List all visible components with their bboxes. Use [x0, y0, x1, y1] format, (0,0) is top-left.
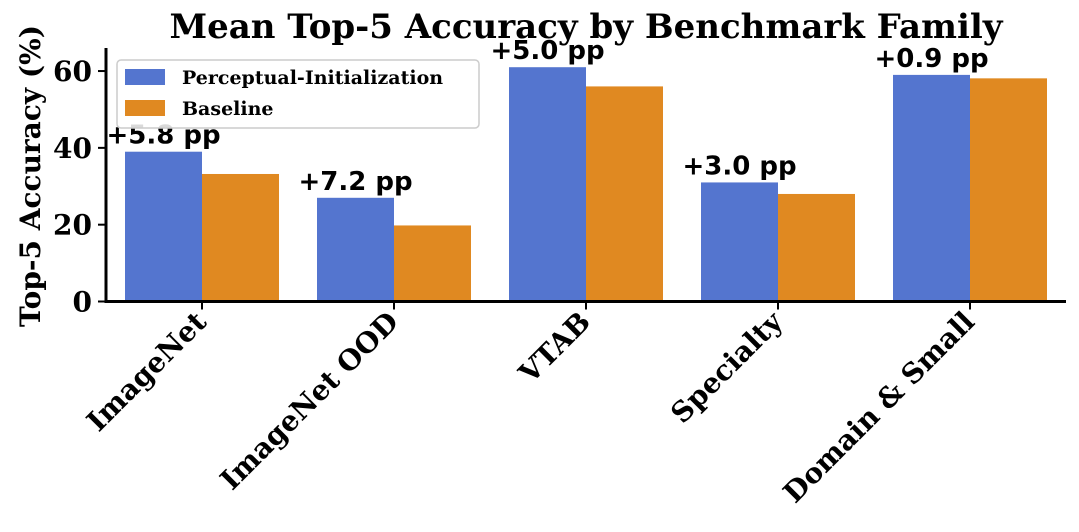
annotation-specialty: +3.0 pp	[682, 151, 796, 181]
bar-perceptual-initialization-vtab	[509, 67, 586, 302]
chart-title: Mean Top-5 Accuracy by Benchmark Family	[169, 7, 1003, 47]
y-ticks-layer: 0 20 40 60	[53, 55, 106, 319]
bars-layer	[125, 67, 1047, 302]
y-tick-label-60: 60	[53, 55, 92, 88]
x-tick-label-vtab: VTAB	[512, 305, 597, 390]
bar-baseline-imagenet-ood	[394, 225, 471, 302]
bar-perceptual-initialization-imagenet-ood	[317, 197, 394, 302]
bar-perceptual-initialization-imagenet	[125, 151, 202, 302]
x-tick-label-imagenet-ood: ImageNet OOD	[214, 305, 405, 496]
legend-swatch-perceptual-initialization	[125, 69, 165, 85]
bar-perceptual-initialization-domain-and-small	[893, 74, 970, 302]
bar-perceptual-initialization-specialty	[701, 182, 778, 302]
bar-baseline-specialty	[778, 193, 855, 302]
x-tick-label-domain-and-small: Domain & Small	[777, 305, 981, 509]
bar-baseline-imagenet	[202, 173, 279, 302]
y-axis-label: Top-5 Accuracy (%)	[14, 25, 47, 327]
x-tick-label-specialty: Specialty	[664, 305, 789, 430]
legend-label-perceptual-initialization: Perceptual-Initialization	[182, 67, 443, 89]
legend: Perceptual-Initialization Baseline	[116, 59, 480, 129]
annotation-vtab: +5.0 pp	[490, 36, 604, 66]
x-tick-label-imagenet: ImageNet	[80, 305, 213, 438]
bar-baseline-domain-and-small	[970, 78, 1047, 302]
y-tick-label-0: 0	[73, 286, 92, 319]
y-tick-label-20: 20	[53, 209, 92, 242]
y-tick-label-40: 40	[53, 132, 92, 165]
legend-label-baseline: Baseline	[182, 98, 274, 120]
legend-frame	[116, 59, 480, 129]
annotation-imagenet-ood: +7.2 pp	[298, 167, 412, 197]
bar-baseline-vtab	[586, 86, 663, 302]
annotation-domain-and-small: +0.9 pp	[874, 44, 988, 74]
annotations-layer: +5.8 pp+7.2 pp+5.0 pp+3.0 pp+0.9 pp	[106, 36, 988, 197]
legend-swatch-baseline	[125, 100, 165, 116]
x-ticks-layer: ImageNet ImageNet OOD VTAB SpecialtyDomain …	[80, 301, 981, 509]
